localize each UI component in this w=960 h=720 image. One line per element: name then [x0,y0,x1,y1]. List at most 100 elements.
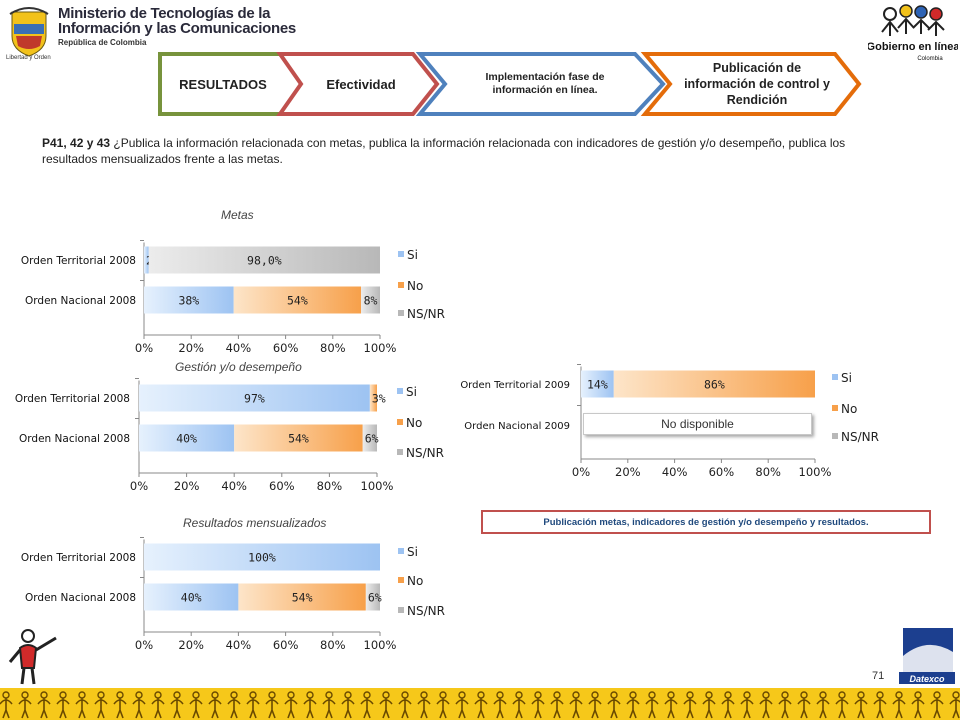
x-tick-label: 0% [135,341,153,355]
legend-swatch [398,548,404,554]
chart-metas: 0% 20% 40% 60% 80% 100% Orden Territorial 2008… [21,240,445,355]
person-figure-icon [208,691,222,719]
person-figure-icon [246,691,260,719]
bar-segment-no [238,583,366,611]
person-figure-icon [455,691,469,719]
chart-title-gestion: Gestión y/o desempeño [175,360,302,374]
person-figure-icon [835,691,849,719]
person-figure-icon [512,691,526,719]
bar-data-label: 98,0% [247,254,282,268]
chevron-shape [415,52,666,116]
step-label: Publicación de información de control y … [684,61,830,107]
x-tick-label: 60% [709,465,735,479]
legend-swatch [398,282,404,288]
x-tick-label: 100% [799,465,832,479]
bar-data-label: 97% [244,392,265,406]
person-figure-icon [379,691,393,719]
bar-data-label: 54% [288,432,309,446]
legend-label: Si [407,545,418,559]
chart-resultados: 0% 20% 40% 60% 80% 100% Orden Territorial 2008… [21,537,445,652]
person-figure-icon [227,691,241,719]
person-figure-icon [683,691,697,719]
bar-data-label: 40% [176,432,197,446]
bar-segment-no [369,384,377,412]
person-figure-icon [322,691,336,719]
category-label: Orden Nacional 2008 [25,295,136,307]
person-figure-icon [778,691,792,719]
x-tick-label: 0% [135,638,153,652]
people-pattern [0,691,960,719]
person-figure-icon [398,691,412,719]
person-figure-icon [797,691,811,719]
person-figure-icon [474,691,488,719]
step-label: RESULTADOS [179,76,267,92]
bar-segment-nsnr [362,424,377,452]
chart-title-metas: Metas [221,208,254,222]
person-figure-icon [360,691,374,719]
person-figure-icon [721,691,735,719]
person-figure-icon [132,691,146,719]
bar-segment-si [144,583,239,611]
x-tick-label: 80% [317,479,343,493]
x-tick-label: 100% [364,341,397,355]
legend-label: No [407,574,423,588]
step-implementacion[interactable]: Implementación fase de información en lí… [415,50,670,118]
x-tick-label: 60% [273,638,299,652]
legend-label: NS/NR [407,604,445,618]
category-label: Orden Nacional 2008 [25,592,136,604]
person-figure-icon [170,691,184,719]
bar-segment-si [581,370,614,398]
person-figure-icon [436,691,450,719]
category-label: Orden Territorial 2008 [21,255,136,267]
person-figure-icon [702,691,716,719]
chevron-shape [276,52,440,116]
person-figure-icon [759,691,773,719]
step-efectividad[interactable]: Efectividad [275,50,445,118]
legend-label: No [406,416,422,430]
gov-logo-line-2: Colombia [917,56,943,62]
question-body: ¿Publica la información relacionada con … [42,136,846,166]
chart-title-resultados: Resultados mensualizados [183,516,327,530]
person-figure-icon [113,691,127,719]
ministry-line-1: Ministerio de Tecnologías de la [58,5,271,22]
person-figure-icon [930,691,944,719]
bar-data-label: 86% [704,378,725,392]
legend-swatch [832,433,838,439]
bar-segment-si [144,543,380,571]
notice-box: Publicación metas, indicadores de gestió… [481,510,931,534]
person-figure-icon [189,691,203,719]
legend-swatch [832,405,838,411]
person-figure-icon [949,691,960,719]
bar-data-label: 38% [178,294,199,308]
bar-segment-no [233,286,362,314]
bar-segment-si [144,286,234,314]
step-publicacion[interactable]: Publicación de información de control y … [640,50,865,118]
ministry-line-2: Información y las Comunicaciones [58,20,296,37]
x-tick-label: 80% [320,638,346,652]
bar-segment-no [234,424,363,452]
legend-label: Si [406,385,417,399]
step-label: Implementación fase de información en lí… [485,71,605,96]
person-figure-icon [341,691,355,719]
motto: Libertad y Orden [6,55,51,61]
person-figure-icon [645,691,659,719]
person-figure-icon [664,691,678,719]
x-tick-label: 20% [178,341,204,355]
legend-label: No [407,279,423,293]
person-figure-icon [607,691,621,719]
person-figure-icon [873,691,887,719]
legend-swatch [397,388,403,394]
step-resultados[interactable]: RESULTADOS [155,50,315,118]
bar-segment-nsnr [148,246,380,274]
x-tick-label: 40% [662,465,688,479]
person-mascot-icon [8,629,57,685]
person-figure-icon [892,691,906,719]
x-tick-label: 100% [364,638,397,652]
legend-label: No [841,402,857,416]
bar-segment-si [139,424,235,452]
datexco-logo: Datexco [899,628,955,684]
person-figure-icon [265,691,279,719]
category-label: Orden Nacional 2008 [19,433,130,445]
datexco-logo-text: Datexco [909,674,945,684]
legend-swatch [398,607,404,613]
